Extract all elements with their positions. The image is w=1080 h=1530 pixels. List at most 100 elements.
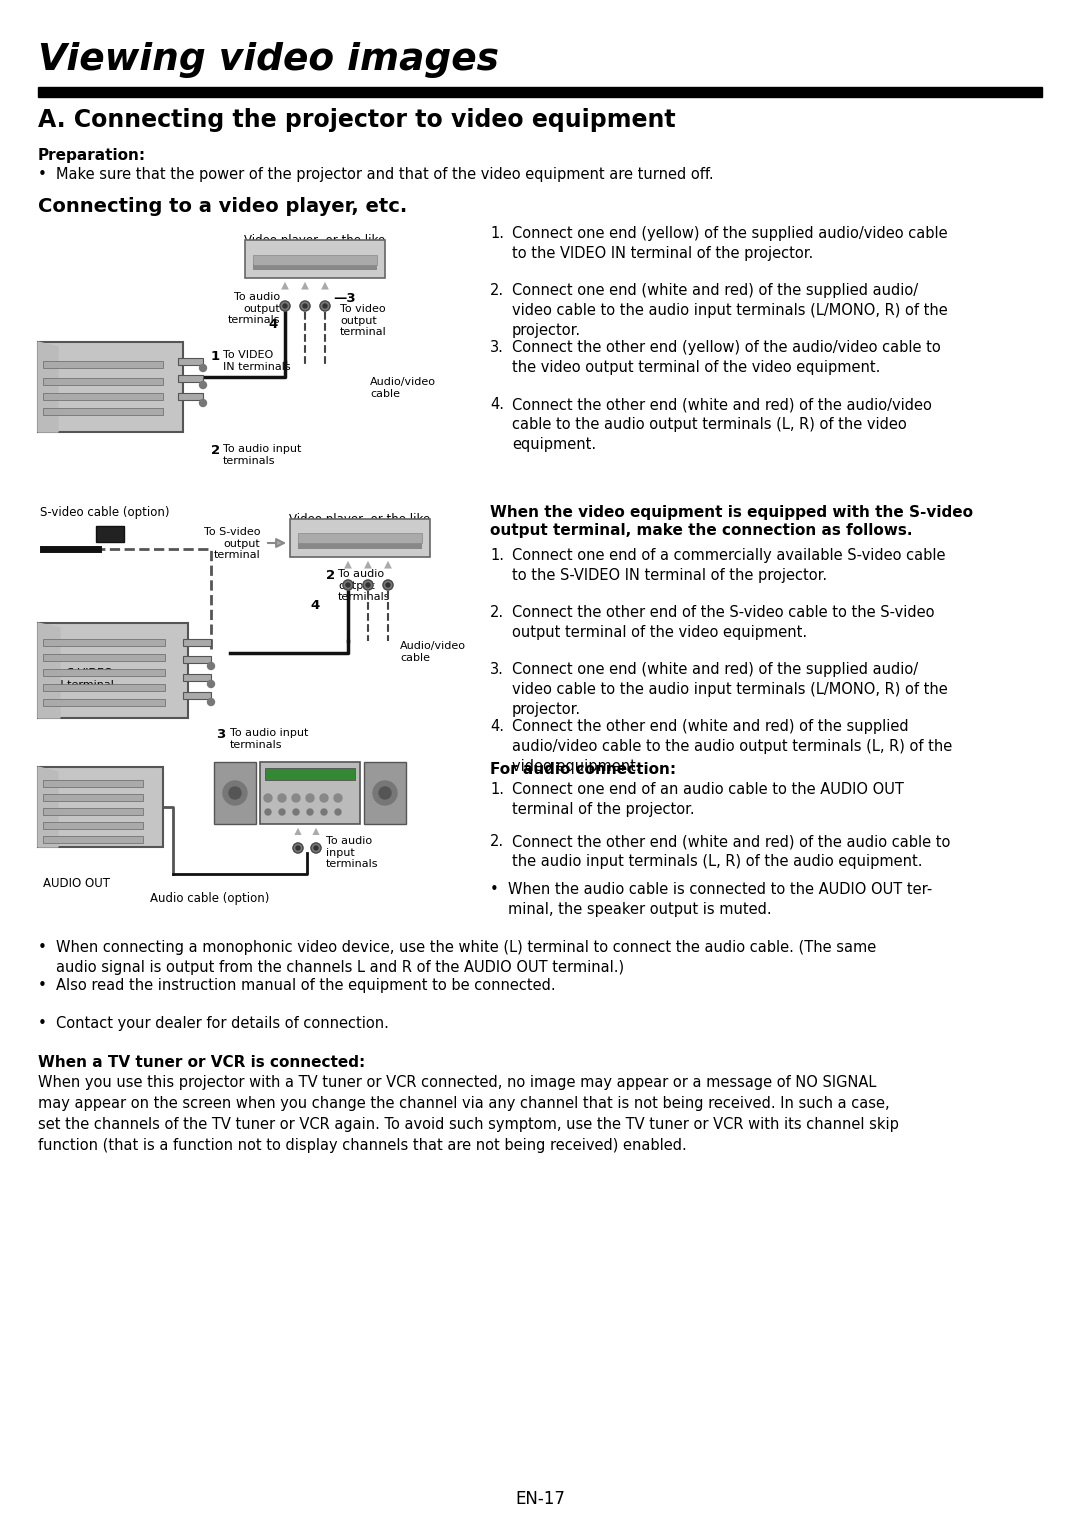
Text: To S-video
output
terminal: To S-video output terminal (203, 526, 260, 560)
Bar (260, 762, 360, 825)
Bar (43, 640, 165, 646)
Text: Preparation:: Preparation: (38, 148, 146, 164)
Text: To audio
input
terminals: To audio input terminals (326, 835, 378, 869)
Circle shape (296, 846, 300, 851)
Bar (38, 87, 1042, 96)
Circle shape (278, 794, 286, 802)
Circle shape (373, 780, 397, 805)
Text: EN-17: EN-17 (515, 1490, 565, 1509)
Circle shape (386, 583, 390, 588)
Text: •: • (38, 978, 46, 993)
Text: •: • (490, 881, 499, 897)
Text: Connect the other end (white and red) of the supplied
audio/video cable to the a: Connect the other end (white and red) of… (512, 719, 953, 774)
Circle shape (321, 809, 327, 815)
Circle shape (264, 794, 272, 802)
Bar (178, 358, 203, 366)
Circle shape (280, 301, 291, 311)
Bar (265, 768, 355, 780)
Text: To audio input
terminals: To audio input terminals (222, 444, 301, 465)
Text: 3: 3 (216, 728, 226, 741)
Text: Connect the other end (yellow) of the audio/video cable to
the video output term: Connect the other end (yellow) of the au… (512, 340, 941, 375)
Text: Audio cable (option): Audio cable (option) (150, 892, 269, 906)
Circle shape (346, 583, 350, 588)
Bar (43, 699, 165, 705)
Bar (298, 532, 422, 543)
Text: When the audio cable is connected to the AUDIO OUT ter-
minal, the speaker outpu: When the audio cable is connected to the… (508, 881, 932, 916)
Text: AUDIO OUT: AUDIO OUT (43, 877, 110, 890)
Bar (43, 653, 165, 661)
Text: 2: 2 (326, 569, 335, 581)
Bar (43, 378, 163, 386)
Bar (43, 835, 143, 843)
Text: For audio connection:: For audio connection: (490, 762, 676, 777)
Circle shape (379, 786, 391, 799)
Text: To VIDEO
IN terminals: To VIDEO IN terminals (222, 350, 291, 372)
Bar (43, 780, 143, 786)
Text: A. Connecting the projector to video equipment: A. Connecting the projector to video equ… (38, 109, 676, 132)
Text: Connect the other end (white and red) of the audio cable to
the audio input term: Connect the other end (white and red) of… (512, 834, 950, 869)
Text: Connect one end (yellow) of the supplied audio/video cable
to the VIDEO IN termi: Connect one end (yellow) of the supplied… (512, 226, 947, 260)
Text: When a TV tuner or VCR is connected:: When a TV tuner or VCR is connected: (38, 1056, 365, 1069)
Text: 1: 1 (40, 669, 49, 681)
Polygon shape (38, 767, 58, 848)
Bar (43, 393, 163, 399)
Text: 2.: 2. (490, 283, 504, 298)
Text: •: • (38, 1016, 46, 1031)
Text: 1.: 1. (490, 548, 504, 563)
Text: When connecting a monophonic video device, use the white (L) terminal to connect: When connecting a monophonic video devic… (56, 939, 876, 975)
Bar (298, 543, 422, 549)
Bar (43, 794, 143, 802)
Text: 3.: 3. (490, 662, 504, 676)
Bar (183, 675, 211, 681)
Text: 3.: 3. (490, 340, 504, 355)
Text: 1: 1 (211, 350, 220, 363)
Text: Connect one end (white and red) of the supplied audio/
video cable to the audio : Connect one end (white and red) of the s… (512, 662, 948, 716)
Text: Connecting to a video player, etc.: Connecting to a video player, etc. (38, 197, 407, 216)
Text: output terminal, make the connection as follows.: output terminal, make the connection as … (490, 523, 913, 539)
Circle shape (222, 780, 247, 805)
Text: •: • (38, 939, 46, 955)
Text: 1.: 1. (490, 782, 504, 797)
Bar (178, 393, 203, 399)
Circle shape (292, 794, 300, 802)
Text: —3: —3 (333, 292, 355, 304)
Bar (43, 684, 165, 692)
Bar (291, 519, 430, 557)
Text: Connect the other end of the S-video cable to the S-video
output terminal of the: Connect the other end of the S-video cab… (512, 604, 934, 640)
Circle shape (207, 681, 215, 687)
Text: Viewing video images: Viewing video images (38, 41, 499, 78)
Text: To audio
output
terminals: To audio output terminals (228, 292, 280, 326)
Circle shape (293, 809, 299, 815)
Circle shape (343, 580, 353, 591)
Circle shape (335, 809, 341, 815)
Circle shape (307, 809, 313, 815)
Bar (43, 669, 165, 676)
Text: •: • (38, 167, 46, 182)
Text: Connect one end of an audio cable to the AUDIO OUT
terminal of the projector.: Connect one end of an audio cable to the… (512, 782, 904, 817)
Circle shape (200, 364, 206, 372)
Text: Audio/video
cable: Audio/video cable (400, 641, 465, 662)
Polygon shape (38, 343, 58, 431)
Circle shape (200, 399, 206, 407)
Text: Video player, or the like: Video player, or the like (289, 513, 431, 526)
Circle shape (323, 304, 327, 308)
Text: Video player, or the like: Video player, or the like (244, 234, 386, 246)
Circle shape (363, 580, 373, 591)
Text: 4: 4 (268, 318, 278, 330)
Bar (253, 265, 377, 269)
Bar (364, 762, 406, 825)
Bar (245, 240, 384, 278)
Text: 2.: 2. (490, 604, 504, 620)
Circle shape (279, 809, 285, 815)
Circle shape (283, 304, 287, 308)
Circle shape (200, 381, 206, 389)
Circle shape (265, 809, 271, 815)
Text: Connect the other end (white and red) of the audio/video
cable to the audio outp: Connect the other end (white and red) of… (512, 396, 932, 451)
Text: 2.: 2. (490, 834, 504, 849)
Text: 4: 4 (310, 600, 320, 612)
Polygon shape (38, 623, 60, 718)
Circle shape (229, 786, 241, 799)
Circle shape (300, 301, 310, 311)
Bar (253, 256, 377, 265)
Text: To audio input
terminals: To audio input terminals (230, 728, 309, 750)
